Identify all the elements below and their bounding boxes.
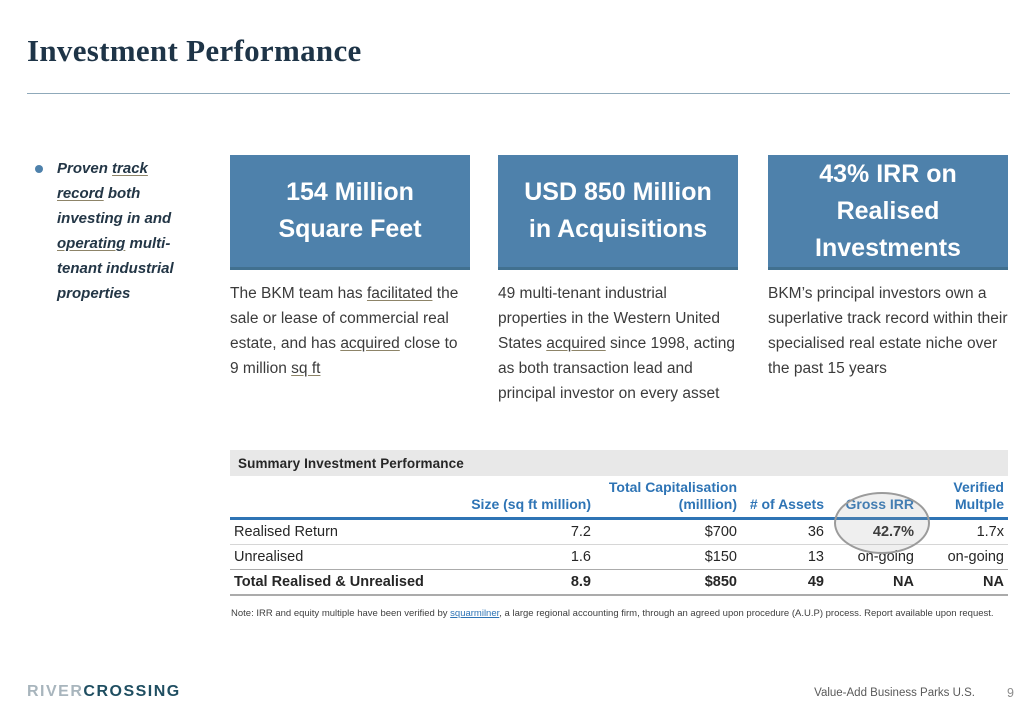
bullet-dot-icon xyxy=(35,165,43,173)
para-part: BKM’s principal investors own a superlat… xyxy=(768,285,1008,377)
para-part-underlined: acquired xyxy=(340,335,400,352)
stat-box-line: in Acquisitions xyxy=(528,215,708,243)
footer-deck-title: Value-Add Business Parks U.S. xyxy=(814,687,975,699)
para-part: 49 multi-tenant industrial properties in… xyxy=(498,285,720,352)
cell-capitalisation: $150 xyxy=(595,544,741,570)
bullet-text-part-underlined: operating xyxy=(57,235,126,252)
stat-column-acquisitions: USD 850 Million in Acquisitions 49 multi… xyxy=(498,155,738,406)
bullet-text-part-underlined: track record xyxy=(57,160,148,202)
bullet-text-part: Proven xyxy=(57,160,113,177)
logo-crossing-text: CROSSING xyxy=(83,683,181,700)
header-num-assets: # of Assets xyxy=(741,477,828,520)
header-empty xyxy=(230,477,445,520)
stat-box-line: 154 Million xyxy=(286,178,414,206)
table-row-realised: Realised Return 7.2 $700 36 42.7% 1.7x xyxy=(230,518,1008,545)
para-part-underlined: acquired xyxy=(546,335,606,352)
cell-assets: 13 xyxy=(741,544,828,570)
cell-assets: 36 xyxy=(741,518,828,545)
header-total-capitalisation: Total Capitalisation (milllion) xyxy=(595,477,741,520)
table-row-total: Total Realised & Unrealised 8.9 $850 49 … xyxy=(230,569,1008,596)
cell-assets: 49 xyxy=(741,569,828,596)
stat-description: BKM’s principal investors own a superlat… xyxy=(768,281,1008,381)
squarmilner-link[interactable]: squarmilner xyxy=(450,608,500,619)
cell-multiple: 1.7x xyxy=(918,518,1008,545)
stat-box-line: 43% IRR on xyxy=(819,159,957,188)
cell-gross-irr: on-going xyxy=(828,544,918,570)
cell-capitalisation: $850 xyxy=(595,569,741,596)
cell-size: 7.2 xyxy=(445,518,595,545)
stat-box-line: USD 850 Million xyxy=(524,178,712,206)
stat-column-irr: 43% IRR on Realised Investments BKM’s pr… xyxy=(768,155,1008,381)
cell-multiple: on-going xyxy=(918,544,1008,570)
stat-column-square-feet: 154 Million Square Feet The BKM team has… xyxy=(230,155,470,381)
footnote: Note: IRR and equity multiple have been … xyxy=(231,607,1009,620)
stat-box-line: Square Feet xyxy=(278,215,422,243)
para-part: the sale or lease of commercial real est… xyxy=(230,285,459,352)
para-part: close to 9 million xyxy=(230,335,458,377)
para-part: since 1998, acting as both transaction l… xyxy=(498,335,735,402)
bullet-text-part: both investing in and xyxy=(57,185,172,227)
cell-size: 1.6 xyxy=(445,544,595,570)
key-point-bullet: Proven track record both investing in an… xyxy=(33,156,203,306)
para-part-underlined: facilitated xyxy=(366,285,433,302)
stat-description: 49 multi-tenant industrial properties in… xyxy=(498,281,738,406)
page-number: 9 xyxy=(1007,686,1014,700)
cell-label: Realised Return xyxy=(230,518,445,545)
bullet-text-part: multi-tenant industrial properties xyxy=(57,235,174,302)
para-part-underlined: sq ft xyxy=(291,360,321,377)
header-verified-multiple: Verified Multple xyxy=(918,477,1008,520)
table-title: Summary Investment Performance xyxy=(230,450,1008,476)
cell-gross-irr: 42.7% xyxy=(828,518,918,545)
page-title: Investment Performance xyxy=(27,33,362,68)
performance-table: Size (sq ft million) Total Capitalisatio… xyxy=(230,477,1008,596)
stat-box-square-feet: 154 Million Square Feet xyxy=(230,155,470,270)
rivercrossing-logo: RIVERCROSSING xyxy=(27,683,181,701)
header-size: Size (sq ft million) xyxy=(445,477,595,520)
stat-box-line: Realised xyxy=(836,196,940,225)
summary-table: Summary Investment Performance Size (sq … xyxy=(230,450,1008,596)
logo-river-text: RIVER xyxy=(27,683,84,700)
cell-multiple: NA xyxy=(918,569,1008,596)
stat-box-line: Investments xyxy=(815,233,961,262)
cell-label: Total Realised & Unrealised xyxy=(230,569,445,596)
table-header-row: Size (sq ft million) Total Capitalisatio… xyxy=(230,477,1008,520)
cell-capitalisation: $700 xyxy=(595,518,741,545)
stat-box-acquisitions: USD 850 Million in Acquisitions xyxy=(498,155,738,270)
stat-description: The BKM team has facilitated the sale or… xyxy=(230,281,470,381)
para-part: The BKM team has xyxy=(230,285,367,302)
cell-size: 8.9 xyxy=(445,569,595,596)
title-divider xyxy=(27,93,1010,94)
key-point-text: Proven track record both investing in an… xyxy=(57,156,197,306)
table-row-unrealised: Unrealised 1.6 $150 13 on-going on-going xyxy=(230,544,1008,570)
footnote-text: Note: IRR and equity multiple have been … xyxy=(231,608,451,619)
cell-gross-irr: NA xyxy=(828,569,918,596)
header-gross-irr: Gross IRR xyxy=(828,477,918,520)
stat-box-irr: 43% IRR on Realised Investments xyxy=(768,155,1008,270)
footnote-text: , a large regional accounting firm, thro… xyxy=(499,608,994,619)
cell-label: Unrealised xyxy=(230,544,445,570)
